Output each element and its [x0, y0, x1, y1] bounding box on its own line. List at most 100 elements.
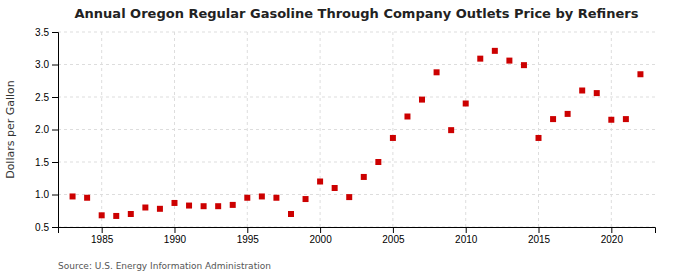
- point: [375, 159, 381, 165]
- point: [463, 101, 469, 107]
- x-tick-label: 2000: [309, 234, 332, 245]
- grid-line-x: [392, 32, 393, 227]
- y-tick: 1.0: [35, 189, 58, 200]
- point: [259, 193, 265, 199]
- point: [565, 111, 571, 117]
- point: [273, 195, 279, 201]
- plot-area: 1985 1990 1995 2000 2005 2010 2015 2020 0.5 1.0 1.…: [35, 27, 655, 245]
- point: [550, 116, 556, 122]
- point: [317, 179, 323, 185]
- y-axis-label: Dollars per Gallon: [4, 80, 17, 179]
- x-axis: 1985 1990 1995 2000 2005 2010 2015 2020: [59, 227, 656, 245]
- x-tick: 2000: [309, 227, 332, 245]
- y-tick-mark: [52, 130, 58, 131]
- x-tick-mark: [247, 227, 248, 233]
- y-tick-mark: [52, 162, 58, 163]
- grid-line-y: [58, 129, 655, 130]
- chart: 1985 1990 1995 2000 2005 2010 2015 2020 0.5 1.0 1.…: [0, 0, 675, 275]
- grid-line-y: [58, 194, 655, 195]
- x-tick-label: 2010: [455, 234, 478, 245]
- x-tick: 1990: [164, 227, 187, 245]
- point: [521, 62, 527, 68]
- point: [201, 203, 207, 209]
- x-tick-label: 2015: [528, 234, 551, 245]
- x-tick-label: 2005: [382, 234, 405, 245]
- y-tick-mark: [52, 195, 58, 196]
- y-tick-mark: [52, 65, 58, 66]
- y-tick-label: 3.0: [35, 59, 49, 70]
- point: [536, 135, 542, 141]
- point: [419, 97, 425, 103]
- point: [113, 213, 119, 219]
- x-tick: 1995: [237, 227, 260, 245]
- x-tick-mark: [611, 227, 612, 233]
- point: [244, 195, 250, 201]
- point: [230, 202, 236, 208]
- point: [215, 203, 221, 209]
- y-axis: 0.5 1.0 1.5 2.0 2.5 3.0 3.5: [35, 27, 58, 233]
- grid-line-y: [58, 162, 655, 163]
- x-tick-mark: [174, 227, 175, 233]
- point: [332, 185, 338, 191]
- point: [70, 193, 76, 199]
- y-axis-line: [52, 33, 59, 228]
- point: [157, 206, 163, 212]
- y-tick: 0.5: [35, 222, 58, 233]
- y-tick-label: 3.5: [35, 27, 49, 38]
- point: [579, 88, 585, 94]
- x-tick: 1985: [91, 227, 114, 245]
- title: Annual Oregon Regular Gasoline Through C…: [75, 6, 639, 21]
- x-tick: 2020: [601, 227, 624, 245]
- x-tick-label: 2020: [601, 234, 624, 245]
- y-tick-label: 1.0: [35, 189, 49, 200]
- y-tick: 1.5: [35, 157, 58, 168]
- point: [128, 211, 134, 217]
- point: [99, 212, 105, 218]
- grid-line-y: [58, 97, 655, 98]
- point: [142, 205, 148, 211]
- y-tick-label: 2.5: [35, 92, 49, 103]
- source-note: Source: U.S. Energy Information Administ…: [58, 261, 271, 271]
- x-tick-label: 1995: [237, 234, 260, 245]
- point: [637, 71, 643, 77]
- points: [70, 48, 644, 219]
- x-tick-label: 1990: [164, 234, 187, 245]
- y-tick-label: 0.5: [35, 222, 49, 233]
- x-tick-label: 1985: [91, 234, 114, 245]
- point: [608, 117, 614, 123]
- x-tick-mark: [393, 227, 394, 233]
- point: [434, 69, 440, 75]
- y-tick: 2.0: [35, 124, 58, 135]
- point: [171, 200, 177, 206]
- point: [404, 114, 410, 120]
- y-tick: 2.5: [35, 92, 58, 103]
- y-tick: 3.0: [35, 59, 58, 70]
- point: [84, 195, 90, 201]
- point: [506, 58, 512, 64]
- y-tick-label: 2.0: [35, 124, 49, 135]
- point: [288, 211, 294, 217]
- grid-line-y: [58, 32, 655, 33]
- point: [492, 48, 498, 54]
- point: [303, 196, 309, 202]
- point: [186, 203, 192, 209]
- y-tick: 3.5: [35, 27, 58, 38]
- point: [390, 135, 396, 141]
- y-tick-mark: [52, 97, 58, 98]
- point: [448, 127, 454, 133]
- grid-line-x: [320, 32, 321, 227]
- point: [623, 116, 629, 122]
- y-tick-mark: [52, 32, 58, 33]
- x-tick-mark: [320, 227, 321, 233]
- x-tick-mark: [466, 227, 467, 233]
- y-tick-mark: [52, 227, 58, 228]
- x-tick-mark: [102, 227, 103, 233]
- x-axis-line: [59, 228, 656, 234]
- x-tick: 2005: [382, 227, 405, 245]
- x-tick: 2015: [528, 227, 551, 245]
- grid-line-y: [58, 64, 655, 65]
- y-tick-label: 1.5: [35, 157, 49, 168]
- x-tick-mark: [539, 227, 540, 233]
- x-tick: 2010: [455, 227, 478, 245]
- point: [477, 56, 483, 62]
